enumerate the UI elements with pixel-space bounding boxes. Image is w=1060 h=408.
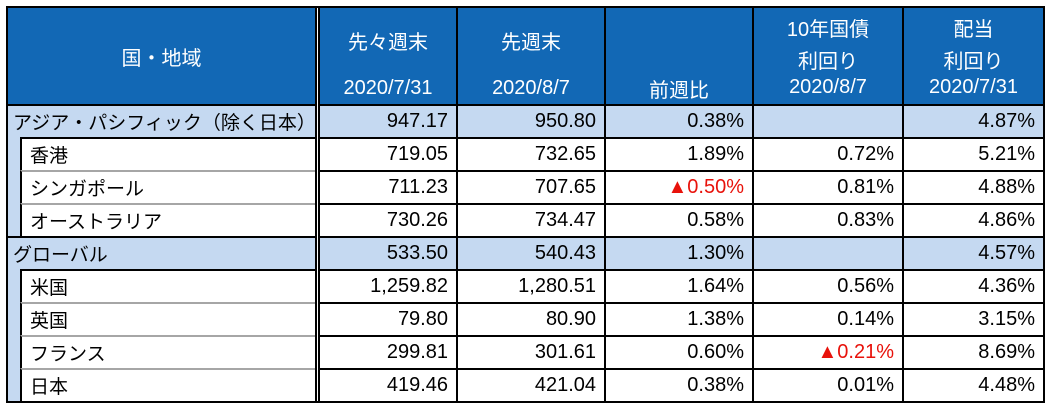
- row-label-country: フランス: [20, 335, 315, 368]
- indent-strip: [8, 269, 20, 302]
- cell-div: 4.36%: [902, 269, 1043, 302]
- cell-wow: 0.38%: [604, 104, 752, 137]
- row-label-country: シンガポール: [20, 170, 315, 203]
- cell-wow: 1.89%: [604, 137, 752, 170]
- indent-strip: [8, 335, 20, 368]
- cell-bond: 0.83%: [752, 203, 902, 236]
- double-line-separator: [315, 8, 320, 401]
- cell-prev: 730.26: [320, 203, 456, 236]
- row-label-region: グローバル: [8, 236, 315, 269]
- cell-div: 4.86%: [902, 203, 1043, 236]
- cell-prev: 947.17: [320, 104, 456, 137]
- header-prev-label: 先々週末: [348, 32, 428, 54]
- cell-prev: 719.05: [320, 137, 456, 170]
- cell-wow: 0.60%: [604, 335, 752, 368]
- row-label-country: 英国: [20, 302, 315, 335]
- cell-bond: 0.56%: [752, 269, 902, 302]
- cell-bond: 0.14%: [752, 302, 902, 335]
- cell-wow: 1.38%: [604, 302, 752, 335]
- header-last-weekend: 先週末 2020/8/7: [456, 8, 604, 104]
- row-label-country: 香港: [20, 137, 315, 170]
- cell-wow: 1.64%: [604, 269, 752, 302]
- row-label-country: オーストラリア: [20, 203, 315, 236]
- header-div-line1: 配当: [953, 18, 994, 41]
- header-prev-weekend: 先々週末 2020/7/31: [320, 8, 456, 104]
- cell-last: 950.80: [456, 104, 604, 137]
- header-bond-yield: 10年国債 利回り 2020/8/7: [752, 8, 902, 104]
- cell-bond-negative: ▲0.21%: [752, 335, 902, 368]
- cell-div: 8.69%: [902, 335, 1043, 368]
- cell-prev: 533.50: [320, 236, 456, 269]
- cell-last: 80.90: [456, 302, 604, 335]
- cell-last: 540.43: [456, 236, 604, 269]
- cell-wow: 0.38%: [604, 368, 752, 401]
- cell-div: 4.87%: [902, 104, 1043, 137]
- cell-bond: 0.81%: [752, 170, 902, 203]
- cell-bond: 0.01%: [752, 368, 902, 401]
- header-bond-date: 2020/8/7: [789, 76, 867, 99]
- header-dividend-yield: 配当 利回り 2020/7/31: [902, 8, 1043, 104]
- cell-prev: 1,259.82: [320, 269, 456, 302]
- header-wow-label: 前週比: [649, 80, 709, 102]
- cell-last: 707.65: [456, 170, 604, 203]
- header-div-date: 2020/7/31: [929, 76, 1018, 99]
- header-prev-date: 2020/7/31: [343, 77, 433, 99]
- cell-prev: 79.80: [320, 302, 456, 335]
- indent-strip: [8, 170, 20, 203]
- cell-div: 5.21%: [902, 137, 1043, 170]
- header-last-label: 先週末: [501, 32, 561, 54]
- cell-prev: 419.46: [320, 368, 456, 401]
- cell-last: 732.65: [456, 137, 604, 170]
- row-label-region: アジア・パシフィック（除く日本）: [8, 104, 316, 137]
- cell-prev: 299.81: [320, 335, 456, 368]
- header-bond-line1: 10年国債: [786, 18, 870, 41]
- cell-prev: 711.23: [320, 170, 456, 203]
- indent-strip: [8, 368, 20, 401]
- header-week-over-week: 前週比: [604, 8, 752, 104]
- cell-div: 4.48%: [902, 368, 1043, 401]
- cell-last: 421.04: [456, 368, 604, 401]
- cell-wow: 1.30%: [604, 236, 752, 269]
- header-bond-line2: 利回り: [798, 50, 858, 73]
- header-region: 国・地域: [8, 8, 315, 104]
- cell-last: 301.61: [456, 335, 604, 368]
- header-div-line2: 利回り: [943, 50, 1004, 73]
- market-index-table: 国・地域 先々週末 2020/7/31 先週末 2020/8/7 前週比 10年…: [6, 6, 1045, 403]
- row-label-country: 日本: [20, 368, 315, 401]
- cell-div: 4.57%: [902, 236, 1043, 269]
- indent-strip: [8, 137, 20, 170]
- header-last-date: 2020/8/7: [492, 77, 570, 99]
- cell-bond: 0.72%: [752, 137, 902, 170]
- row-label-country: 米国: [20, 269, 315, 302]
- cell-bond-empty: [752, 104, 902, 137]
- cell-div: 3.15%: [902, 302, 1043, 335]
- cell-last: 734.47: [456, 203, 604, 236]
- cell-wow: 0.58%: [604, 203, 752, 236]
- cell-last: 1,280.51: [456, 269, 604, 302]
- cell-wow-negative: ▲0.50%: [604, 170, 752, 203]
- indent-strip: [8, 302, 20, 335]
- cell-bond-empty: [752, 236, 902, 269]
- indent-strip: [8, 203, 20, 236]
- cell-div: 4.88%: [902, 170, 1043, 203]
